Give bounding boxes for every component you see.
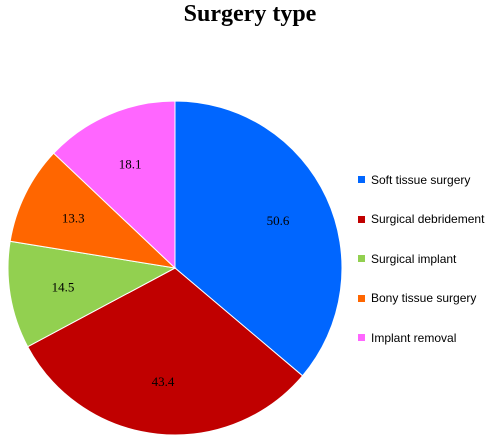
slice-value-label: 13.3 [62, 211, 85, 226]
legend-item: Soft tissue surgery [358, 171, 498, 188]
legend-label: Implant removal [371, 330, 457, 345]
pie-slice [174, 100, 343, 377]
pie-slice [27, 267, 304, 435]
legend-item: Implant removal [358, 329, 498, 346]
pie-slice [7, 240, 177, 348]
slice-value-label: 18.1 [119, 157, 142, 172]
pie-slice [9, 152, 177, 269]
slice-value-label: 50.6 [267, 213, 290, 228]
legend-swatch [358, 255, 365, 262]
chart-title: Surgery type [183, 1, 317, 27]
legend-swatch [358, 334, 365, 341]
slice-value-label: 43.4 [152, 374, 175, 389]
legend-label: Bony tissue surgery [371, 291, 477, 305]
pie-slice [53, 100, 176, 270]
legend-swatch [358, 294, 365, 302]
legend-swatch [358, 176, 365, 183]
legend-item: Surgical implant [358, 250, 498, 267]
legend-label: Surgical debridement [371, 212, 485, 226]
legend-item: Surgical debridement [358, 211, 498, 228]
legend-label: Soft tissue surgery [371, 172, 471, 187]
legend-label: Surgical implant [371, 251, 457, 266]
legend: Soft tissue surgery Surgical debridement… [358, 171, 498, 369]
legend-swatch [358, 215, 365, 223]
slice-value-label: 14.5 [52, 280, 75, 295]
legend-item: Bony tissue surgery [358, 290, 498, 307]
